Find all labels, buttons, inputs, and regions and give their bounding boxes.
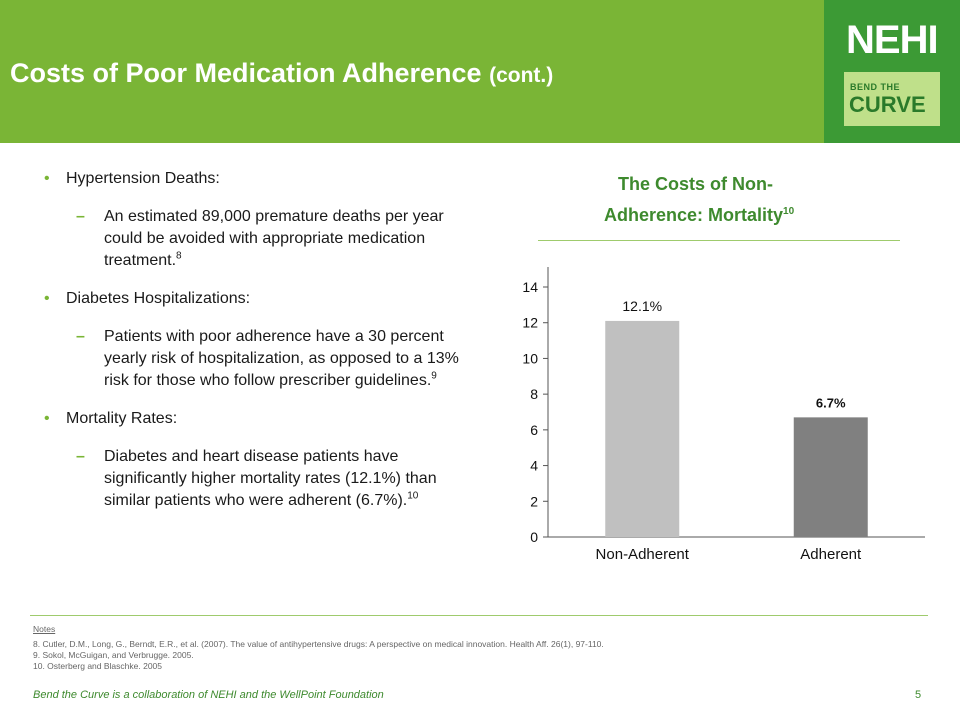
nehi-logo: NEHI BEND THE CURVE [824,0,960,143]
y-tick-label: 6 [530,422,538,438]
bullet-list: • Hypertension Deaths: – An estimated 89,0… [44,168,464,528]
footnote-ref: 8 [176,250,182,262]
data-label: 6.7% [816,395,846,410]
footnote-ref: 10 [407,490,419,502]
note-item: 8. Cutler, D.M., Long, G., Berndt, E.R.,… [33,639,604,649]
y-tick-label: 2 [530,493,538,509]
bullet-item: • Diabetes Hospitalizations: [44,288,464,310]
chart-title-line2: Adherence: Mortality10 [604,205,795,225]
logo-top-text: NEHI [846,18,939,62]
notes-section: Notes 8. Cutler, D.M., Long, G., Berndt,… [33,624,604,672]
y-tick-label: 14 [522,279,538,295]
chart-title-ref: 10 [783,206,795,217]
sub-bullet-item: – Diabetes and heart disease patients hav… [76,448,437,509]
footer-text: Bend the Curve is a collaboration of NEH… [33,689,384,701]
data-label: 12.1% [622,298,662,314]
x-category-label: Adherent [800,546,862,563]
bullet-dot-icon: • [44,170,50,187]
note-item: 9. Sokol, McGuigan, and Verbrugge. 2005. [33,650,194,660]
mortality-bar-chart: 0 2 4 6 8 10 12 14 12.1% Non-Adherent 6.7% Adherent [522,267,925,563]
sub-bullet-item: – An estimated 89,000 premature deaths pe… [76,208,444,269]
chart-title-divider [538,240,900,241]
y-tick-label: 8 [530,386,538,402]
dash-icon: – [76,208,85,225]
y-tick-label: 4 [530,458,538,474]
y-tick-label: 0 [530,529,538,545]
note-item: 10. Osterberg and Blaschke. 2005 [33,661,162,671]
bullet-item: • Mortality Rates: [44,408,464,430]
notes-heading: Notes [33,624,56,634]
sub-bullet-item: – Patients with poor adherence have a 30 … [76,328,459,389]
bullet-dot-icon: • [44,290,50,307]
bullet-item: • Hypertension Deaths: [44,168,464,190]
logo-box-line1: BEND THE [850,82,901,92]
y-tick-label: 12 [522,315,538,331]
x-category-label: Non-Adherent [596,546,690,563]
dash-icon: – [76,328,85,345]
header-bar: Costs of Poor Medication Adherence (cont… [0,0,960,143]
title-suffix: (cont.) [489,64,554,87]
bar-adherent [793,417,868,537]
footnote-ref: 9 [431,370,437,382]
page-number: 5 [915,689,922,701]
logo-box-line2: CURVE [849,92,926,117]
chart-title-line1: The Costs of Non- [618,174,773,194]
y-tick-label: 10 [522,350,538,366]
bar-non-adherent [605,320,680,537]
footer-divider [30,615,928,616]
bend-the-curve-badge: BEND THE CURVE [844,72,940,126]
dash-icon: – [76,448,85,465]
bullet-dot-icon: • [44,410,50,427]
page-title: Costs of Poor Medication Adherence (cont… [10,58,554,88]
